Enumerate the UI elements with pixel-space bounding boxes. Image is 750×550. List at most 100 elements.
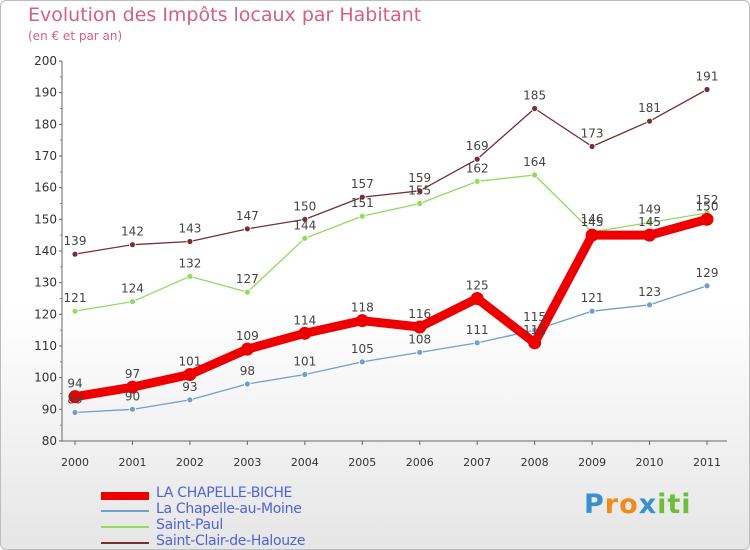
data-label: 123 [638,285,661,299]
data-point [358,212,366,220]
data-point [588,143,596,150]
data-point [129,405,136,413]
data-label: 109 [236,329,259,343]
logo-letter: i [681,489,692,520]
data-point [68,390,82,404]
y-tick-label: 180 [34,117,57,131]
series-line [74,285,708,414]
logo-letter: o [619,489,639,520]
y-tick-label: 90 [42,402,57,416]
x-tick-label: 2011 [693,456,721,469]
data-point [531,171,539,179]
y-tick-label: 150 [34,212,57,226]
data-point [358,193,366,201]
data-label: 90 [125,389,140,403]
series-line [70,214,712,402]
data-label: 94 [67,377,82,391]
data-label: 144 [293,218,316,232]
data-point [186,272,194,280]
data-point [646,117,653,125]
data-point [129,298,136,306]
data-label: 116 [408,307,431,321]
data-label: 150 [696,199,719,213]
data-label: 159 [408,171,431,185]
y-tick-label: 80 [42,434,57,448]
y-tick-label: 140 [34,244,57,258]
data-label: 149 [638,203,661,217]
data-point [700,212,714,226]
data-point [531,105,539,112]
x-tick-label: 2003 [233,456,261,469]
data-point [416,200,424,207]
data-point [301,371,309,378]
data-label: 121 [64,291,87,305]
legend-label: La Chapelle-au-Moine [156,501,302,517]
data-point [416,187,424,195]
y-tick-label: 120 [34,307,57,321]
data-label: 111 [523,323,546,337]
legend-swatch [101,542,149,544]
data-label: 111 [466,323,489,337]
data-point [470,292,484,305]
data-point [528,336,542,350]
data-label: 114 [293,313,316,327]
data-label: 169 [466,139,489,153]
data-point [473,155,481,163]
x-tick-label: 2006 [406,456,434,469]
data-label: 146 [581,212,604,226]
data-label: 105 [351,342,374,356]
data-point [473,177,481,185]
data-point [301,215,309,223]
data-point [473,339,481,347]
y-tick-label: 190 [34,86,57,100]
data-point [588,307,596,315]
data-point [71,409,79,416]
data-point [186,396,194,404]
legend-label: Saint-Paul [156,517,223,533]
data-point [71,307,79,315]
data-point [298,326,312,340]
x-tick-label: 2008 [521,456,549,469]
data-label: 155 [408,184,431,198]
chart-subtitle: (en € et par an) [28,29,123,43]
y-tick-label: 170 [34,149,57,163]
data-point [243,380,251,388]
data-label: 132 [178,256,201,270]
data-point [646,219,653,226]
data-label: 125 [466,279,489,293]
y-tick-label: 100 [34,371,57,385]
data-label: 121 [581,291,604,305]
y-tick-label: 110 [34,339,57,353]
x-tick-label: 2001 [118,456,146,469]
chart-title: Evolution des Impôts locaux par Habitant [28,4,422,26]
x-tick-label: 2010 [636,456,664,469]
data-label: 157 [351,177,374,191]
data-point [243,225,251,233]
data-label: 124 [121,282,144,296]
data-label: 151 [351,196,374,210]
legend-label: LA CHAPELLE-BICHE [156,485,293,501]
data-point [243,288,251,296]
data-label: 164 [523,155,546,169]
y-tick-label: 160 [34,181,57,195]
legend-label: Saint-Clair-de-Halouze [156,533,306,549]
data-label: 185 [523,89,546,103]
data-label: 139 [64,234,87,248]
data-point [358,358,366,366]
data-label: 143 [178,222,201,236]
data-point [643,228,657,242]
data-label: 98 [240,364,255,378]
legend-swatch [101,492,149,500]
data-label: 101 [293,355,316,369]
data-label: 142 [121,225,144,239]
data-point [71,250,79,258]
data-point [125,380,139,394]
x-tick-label: 2002 [176,456,204,469]
proxiti-logo: Proxiti [584,489,692,520]
y-tick-label: 200 [34,54,57,68]
data-point [183,368,197,381]
data-label: 152 [696,193,719,207]
x-tick-label: 2000 [61,456,89,469]
